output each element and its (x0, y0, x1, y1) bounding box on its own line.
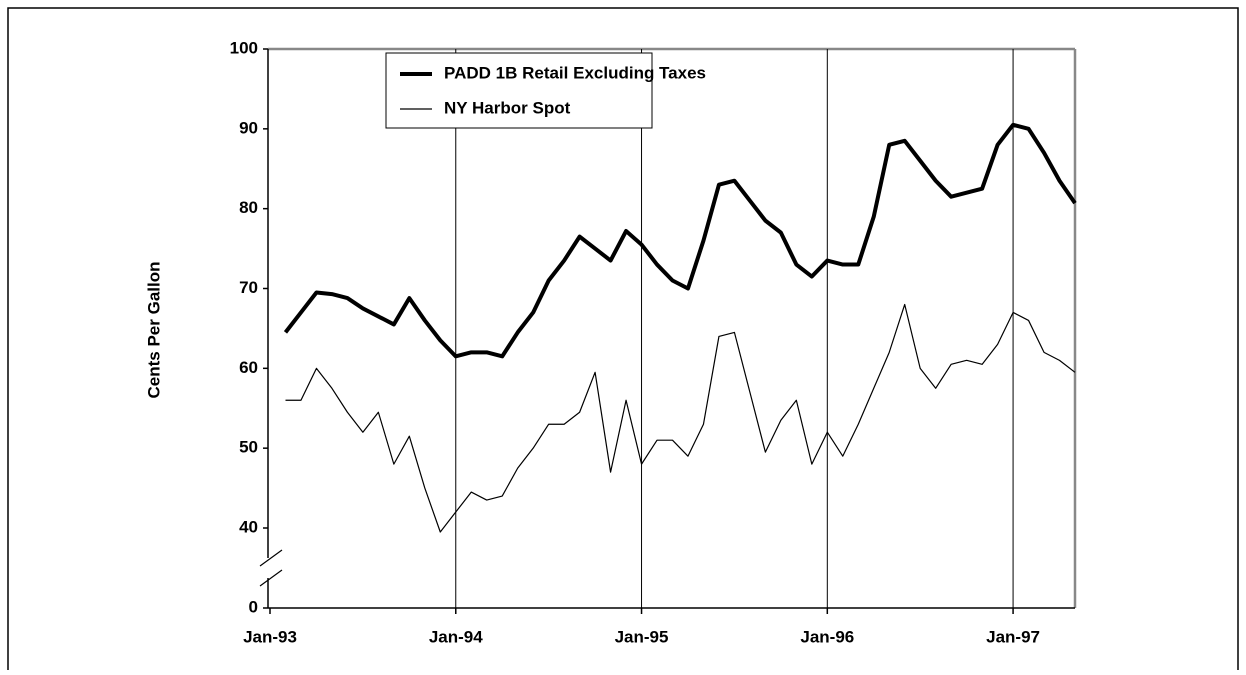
legend-box (385, 52, 653, 129)
legend-label: NY Harbor Spot (444, 98, 571, 117)
y-tick-label: 0 (249, 597, 258, 616)
y-axis-label: Cents Per Gallon (144, 262, 163, 399)
y-tick-label: 80 (239, 198, 258, 217)
x-tick-label: Jan-93 (243, 627, 297, 646)
series-line (285, 303, 1076, 533)
x-tick-label: Jan-94 (429, 627, 483, 646)
x-tick-label: Jan-95 (615, 627, 669, 646)
axis-break-gap (265, 558, 271, 578)
y-tick-label: 70 (239, 278, 258, 297)
series-line (283, 122, 1077, 359)
axis-break-mark (259, 549, 283, 567)
legend-label: PADD 1B Retail Excluding Taxes (444, 63, 706, 82)
y-tick-label: 40 (239, 517, 258, 536)
x-tick-label: Jan-96 (800, 627, 854, 646)
y-tick-label: 100 (230, 38, 258, 57)
x-tick-label: Jan-97 (986, 627, 1040, 646)
y-tick-label: 90 (239, 118, 258, 137)
y-tick-label: 50 (239, 438, 258, 457)
axis-break-mark (259, 569, 283, 587)
y-tick-label: 60 (239, 358, 258, 377)
frame (7, 7, 1239, 675)
